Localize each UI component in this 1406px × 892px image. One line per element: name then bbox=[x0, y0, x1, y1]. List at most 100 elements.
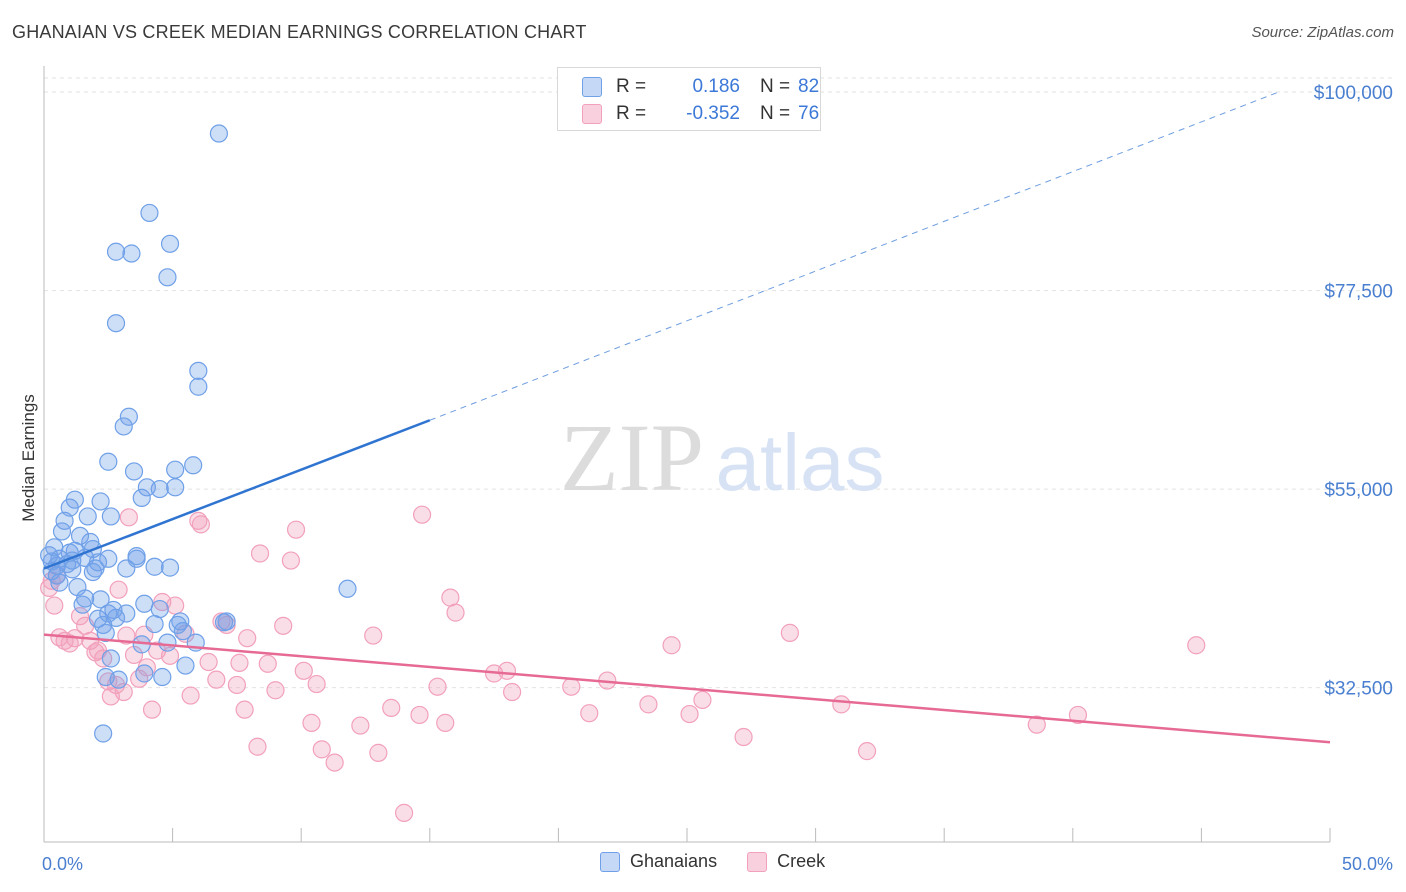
ghanaian-point bbox=[106, 314, 126, 333]
creek-point bbox=[325, 753, 344, 772]
creek-point bbox=[364, 626, 383, 645]
creek-label: Creek bbox=[777, 851, 826, 871]
creek-point bbox=[235, 700, 254, 719]
creek-trendline bbox=[43, 633, 1331, 744]
ghanaian-point bbox=[94, 724, 113, 743]
creek-point bbox=[117, 626, 136, 645]
creek-point bbox=[191, 515, 210, 534]
correlation-legend: R = 0.186 N = 82 R = -0.352 N = 76 bbox=[557, 67, 821, 131]
creek-point bbox=[119, 508, 138, 527]
ghanaian-point bbox=[76, 589, 95, 608]
ghanaian-point bbox=[209, 124, 228, 143]
creek-point bbox=[780, 623, 799, 642]
ghanaian-point bbox=[88, 553, 108, 572]
creek-point bbox=[248, 737, 267, 756]
ghanaian-point bbox=[91, 590, 110, 609]
ghanaian-point bbox=[132, 488, 151, 508]
creek-point bbox=[382, 698, 401, 717]
watermark-zip: ZIP bbox=[560, 404, 704, 511]
ghanaian-point bbox=[217, 612, 236, 631]
y-tick-label: $77,500 bbox=[1324, 282, 1393, 303]
ghanaian-point bbox=[145, 557, 164, 576]
creek-point bbox=[832, 695, 851, 714]
chart-title: GHANAIAN VS CREEK MEDIAN EARNINGS CORREL… bbox=[12, 22, 587, 42]
ghanaian-point bbox=[135, 664, 154, 683]
creek-point bbox=[207, 670, 226, 689]
ghanaian-point bbox=[160, 558, 180, 577]
x-tick-labels: 0.0% 50.0% bbox=[42, 854, 1393, 874]
series-legend-creek[interactable]: Creek bbox=[747, 851, 825, 872]
creek-point bbox=[410, 705, 429, 725]
creek-point bbox=[302, 713, 321, 732]
legend-n-value: 82 bbox=[798, 76, 820, 97]
ghanaian-point bbox=[140, 203, 159, 223]
watermark: ZIP atlas bbox=[560, 404, 884, 511]
ghanaian-point bbox=[160, 234, 180, 253]
creek-point bbox=[436, 713, 455, 732]
creek-point bbox=[199, 652, 218, 672]
ghanaian-point bbox=[83, 562, 102, 582]
y-axis-label: Median Earnings bbox=[19, 394, 38, 522]
creek-point bbox=[693, 690, 712, 710]
creek-point bbox=[286, 520, 306, 539]
ghanaians-trendline bbox=[43, 419, 431, 570]
gridlines bbox=[44, 77, 1393, 689]
ghanaian-point bbox=[127, 547, 146, 566]
creek-point bbox=[428, 677, 447, 696]
axes bbox=[43, 66, 1331, 843]
creek-point bbox=[1187, 636, 1206, 655]
legend-r-label: R = bbox=[616, 103, 647, 124]
y-tick-label: $32,500 bbox=[1324, 679, 1393, 700]
creek-point bbox=[258, 654, 277, 673]
ghanaian-point bbox=[166, 460, 185, 479]
creek-point bbox=[351, 716, 370, 735]
creek-point bbox=[497, 661, 517, 680]
creek-point bbox=[734, 727, 753, 747]
legend-n-label: N = bbox=[760, 76, 791, 97]
creek-point bbox=[662, 636, 681, 655]
creek-point bbox=[94, 649, 113, 668]
legend-n-value: 76 bbox=[798, 103, 820, 124]
creek-point bbox=[294, 661, 313, 680]
y-tick-label: $55,000 bbox=[1324, 480, 1393, 501]
ghanaians-swatch bbox=[600, 851, 620, 872]
legend-row-ghanaians: R = 0.186 N = 82 bbox=[582, 76, 819, 98]
ghanaian-point bbox=[173, 622, 192, 641]
legend-row-creek: R = -0.352 N = 76 bbox=[582, 103, 819, 125]
ghanaian-point bbox=[189, 377, 208, 396]
ghanaian-point bbox=[166, 478, 185, 497]
ghanaian-point bbox=[52, 522, 72, 541]
creek-point bbox=[639, 695, 658, 714]
series-legend-ghanaians[interactable]: Ghanaians bbox=[600, 851, 717, 872]
creek-swatch bbox=[747, 851, 768, 872]
y-tick-label: $100,000 bbox=[1314, 83, 1393, 104]
watermark-atlas: atlas bbox=[716, 418, 885, 507]
creek-point bbox=[369, 743, 388, 762]
trendlines bbox=[43, 91, 1331, 744]
creek-point bbox=[446, 603, 465, 622]
ghanaian-point bbox=[96, 623, 115, 642]
ghanaians-label: Ghanaians bbox=[630, 851, 718, 871]
ghanaian-point bbox=[101, 649, 120, 668]
creek-points bbox=[40, 505, 1206, 822]
ghanaian-point bbox=[122, 244, 141, 263]
ghanaian-point bbox=[119, 407, 138, 426]
ghanaian-point bbox=[101, 507, 120, 526]
ghanaians-trendline-extension bbox=[429, 91, 1279, 421]
creek-point bbox=[142, 700, 162, 719]
ghanaian-point bbox=[158, 268, 177, 287]
ghanaian-point bbox=[153, 667, 172, 687]
ghanaian-point bbox=[117, 604, 136, 623]
ghanaian-point bbox=[158, 633, 177, 652]
creek-point bbox=[680, 704, 699, 724]
creek-point bbox=[580, 704, 599, 723]
creek-point bbox=[1068, 705, 1088, 725]
legend-r-value: 0.186 bbox=[692, 76, 740, 97]
creek-point bbox=[70, 607, 90, 626]
ghanaian-point bbox=[50, 573, 69, 592]
ghanaian-point bbox=[65, 490, 84, 509]
creek-point bbox=[238, 629, 257, 648]
ghanaian-point bbox=[135, 594, 154, 613]
creek-point bbox=[1027, 715, 1046, 734]
